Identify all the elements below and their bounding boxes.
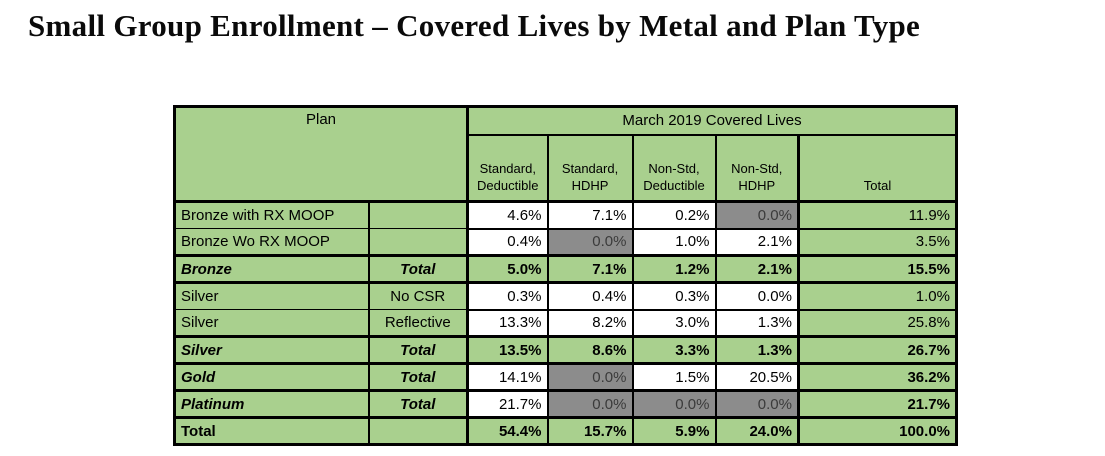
value-cell: 3.0% bbox=[631, 308, 717, 338]
table-header-row-columns: Standard, Deductible Standard, HDHP Non-… bbox=[175, 133, 958, 203]
value-cell: 8.6% bbox=[546, 335, 634, 365]
value-cell: 7.1% bbox=[546, 254, 634, 284]
plan-name-cell: Bronze Wo RX MOOP bbox=[173, 228, 369, 256]
value-cell: 14.1% bbox=[466, 362, 549, 392]
table-row-gold-total: Gold Total 14.1% 0.0% 1.5% 20.5% 36.2% bbox=[173, 362, 958, 392]
column-header-standard-hdhp: Standard, HDHP bbox=[546, 133, 634, 203]
row-total-cell: 15.5% bbox=[797, 254, 958, 284]
column-header-nonstd-deductible: Non-Std, Deductible bbox=[631, 133, 717, 203]
column-header-standard-deductible: Standard, Deductible bbox=[466, 133, 549, 203]
plan-subtype-cell bbox=[367, 201, 469, 229]
value-cell: 2.1% bbox=[714, 227, 800, 257]
row-total-cell: 25.8% bbox=[797, 308, 958, 338]
table-row-silver-reflective: Silver Reflective 13.3% 8.2% 3.0% 1.3% 2… bbox=[173, 308, 958, 338]
page-title: Small Group Enrollment – Covered Lives b… bbox=[28, 8, 921, 43]
table-row-silver-total: Silver Total 13.5% 8.6% 3.3% 1.3% 26.7% bbox=[173, 335, 958, 365]
value-cell: 0.0% bbox=[714, 281, 800, 311]
value-cell-suppressed: 0.0% bbox=[546, 362, 634, 392]
plan-subtype-cell: Total bbox=[367, 362, 469, 391]
row-total-cell: 1.0% bbox=[797, 281, 958, 311]
value-cell: 15.7% bbox=[546, 416, 634, 446]
plan-subtype-cell: Total bbox=[367, 254, 469, 283]
value-cell: 0.3% bbox=[631, 281, 717, 311]
value-cell: 1.5% bbox=[631, 362, 717, 392]
plan-subtype-cell bbox=[367, 416, 469, 446]
period-header: March 2019 Covered Lives bbox=[466, 105, 958, 136]
value-cell-suppressed: 0.0% bbox=[546, 389, 634, 419]
table-header-row-top: Plan March 2019 Covered Lives bbox=[173, 105, 958, 203]
row-total-cell: 36.2% bbox=[797, 362, 958, 392]
plan-name-cell: Bronze bbox=[173, 254, 369, 283]
plan-subtype-cell: Total bbox=[367, 389, 469, 418]
row-total-cell: 100.0% bbox=[797, 416, 958, 446]
table-row-bronze-wo-rx-moop: Bronze Wo RX MOOP 0.4% 0.0% 1.0% 2.1% 3.… bbox=[173, 227, 958, 257]
value-cell: 3.3% bbox=[631, 335, 717, 365]
plan-name-cell: Bronze with RX MOOP bbox=[173, 201, 369, 229]
table-row-silver-no-csr: Silver No CSR 0.3% 0.4% 0.3% 0.0% 1.0% bbox=[173, 281, 958, 311]
plan-name-cell: Silver bbox=[173, 281, 369, 310]
plan-name-cell: Silver bbox=[173, 335, 369, 364]
value-cell: 8.2% bbox=[546, 308, 634, 338]
value-cell: 13.3% bbox=[466, 308, 549, 338]
value-cell: 13.5% bbox=[466, 335, 549, 365]
plan-name-cell: Silver bbox=[173, 309, 369, 337]
value-cell-suppressed: 0.0% bbox=[631, 389, 717, 419]
value-cell: 24.0% bbox=[714, 416, 800, 446]
value-cell: 1.3% bbox=[714, 335, 800, 365]
value-cell: 0.2% bbox=[631, 200, 717, 230]
value-cell-suppressed: 0.0% bbox=[714, 389, 800, 419]
table-row-grand-total: Total 54.4% 15.7% 5.9% 24.0% 100.0% bbox=[173, 416, 958, 446]
value-cell: 5.0% bbox=[466, 254, 549, 284]
value-cell: 20.5% bbox=[714, 362, 800, 392]
value-cell: 54.4% bbox=[466, 416, 549, 446]
value-cell: 2.1% bbox=[714, 254, 800, 284]
row-total-cell: 26.7% bbox=[797, 335, 958, 365]
value-cell: 5.9% bbox=[631, 416, 717, 446]
plan-name-cell: Platinum bbox=[173, 389, 369, 418]
enrollment-table: Plan March 2019 Covered Lives Standard, … bbox=[173, 105, 958, 446]
value-cell-suppressed: 0.0% bbox=[546, 227, 634, 257]
value-cell: 0.4% bbox=[546, 281, 634, 311]
plan-subtype-cell bbox=[367, 228, 469, 256]
table-row-bronze-with-rx-moop: Bronze with RX MOOP 4.6% 7.1% 0.2% 0.0% … bbox=[173, 200, 958, 230]
value-cell: 4.6% bbox=[466, 200, 549, 230]
row-total-cell: 11.9% bbox=[797, 200, 958, 230]
plan-name-cell: Total bbox=[173, 416, 369, 446]
value-cell: 1.2% bbox=[631, 254, 717, 284]
plan-header: Plan bbox=[173, 105, 469, 203]
column-header-nonstd-hdhp: Non-Std, HDHP bbox=[714, 133, 800, 203]
plan-subtype-cell: Total bbox=[367, 335, 469, 364]
plan-subtype-cell: No CSR bbox=[367, 281, 469, 310]
value-cell: 21.7% bbox=[466, 389, 549, 419]
table-row-platinum-total: Platinum Total 21.7% 0.0% 0.0% 0.0% 21.7… bbox=[173, 389, 958, 419]
row-total-cell: 3.5% bbox=[797, 227, 958, 257]
plan-subtype-cell: Reflective bbox=[367, 309, 469, 337]
value-cell: 7.1% bbox=[546, 200, 634, 230]
table-row-bronze-total: Bronze Total 5.0% 7.1% 1.2% 2.1% 15.5% bbox=[173, 254, 958, 284]
value-cell: 1.0% bbox=[631, 227, 717, 257]
plan-name-cell: Gold bbox=[173, 362, 369, 391]
value-cell: 0.3% bbox=[466, 281, 549, 311]
value-cell: 0.4% bbox=[466, 227, 549, 257]
row-total-cell: 21.7% bbox=[797, 389, 958, 419]
value-cell-suppressed: 0.0% bbox=[714, 200, 800, 230]
column-header-total: Total bbox=[797, 133, 958, 203]
value-cell: 1.3% bbox=[714, 308, 800, 338]
